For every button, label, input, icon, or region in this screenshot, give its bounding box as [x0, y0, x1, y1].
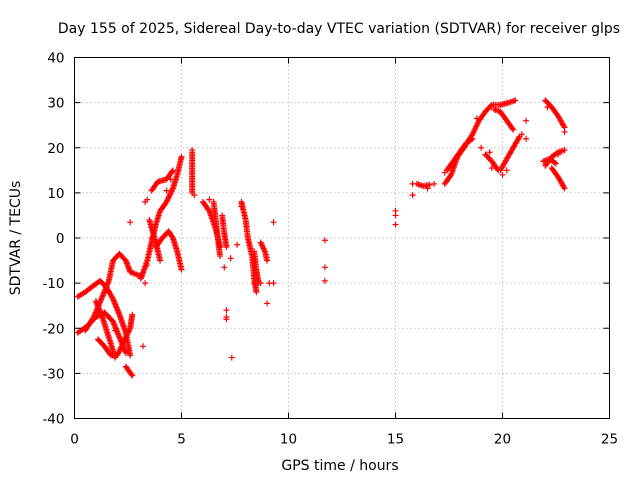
data-point-isolated	[221, 264, 228, 271]
data-point-isolated	[321, 277, 328, 284]
data-point-isolated	[523, 117, 530, 124]
data-point-isolated	[478, 144, 485, 151]
data-points	[74, 97, 568, 379]
data-point-isolated	[270, 219, 277, 226]
data-point-isolated	[191, 192, 198, 199]
data-point-isolated	[561, 128, 568, 135]
data-point-isolated	[112, 327, 119, 334]
data-point-s16	[253, 289, 260, 296]
data-point-s18	[264, 257, 271, 264]
data-point-s28	[561, 185, 568, 192]
x-tick-label: 20	[494, 432, 511, 448]
data-point-isolated	[409, 192, 416, 199]
data-point-isolated	[163, 187, 170, 194]
y-tick-labels: -40 -30 -20 -10 0 10 20 30 40	[42, 51, 64, 428]
data-point-isolated	[257, 280, 264, 287]
data-point-isolated	[264, 300, 271, 307]
x-tick-label: 5	[177, 432, 186, 448]
data-point-isolated	[189, 147, 196, 154]
data-point-isolated	[488, 165, 495, 172]
data-point-s27	[561, 147, 568, 154]
data-point-isolated	[486, 149, 493, 156]
data-point-isolated	[499, 171, 506, 178]
data-point-s15	[223, 244, 230, 251]
data-point-isolated	[223, 307, 230, 314]
data-point-isolated	[503, 167, 510, 174]
data-point-s24	[509, 125, 516, 132]
data-point-isolated	[99, 341, 106, 348]
y-tick-label: -10	[42, 276, 64, 292]
data-point-s10	[169, 167, 176, 174]
data-point-isolated	[95, 336, 102, 343]
data-point-s26	[551, 159, 558, 166]
data-point-isolated	[127, 219, 134, 226]
x-tick-label: 15	[387, 432, 404, 448]
y-tick-label: 30	[47, 96, 64, 112]
data-point-s20	[512, 97, 519, 104]
data-point-s6	[129, 372, 136, 379]
data-point-isolated	[206, 196, 213, 203]
data-point-isolated	[223, 316, 230, 323]
data-point-s6	[128, 371, 135, 378]
data-point-isolated	[523, 135, 530, 142]
data-point-isolated	[148, 235, 155, 241]
data-point-s11	[178, 266, 185, 273]
y-tick-label: -30	[42, 366, 64, 382]
data-point-s2	[127, 352, 134, 359]
x-tick-labels: 0 5 10 15 20 25	[70, 432, 618, 448]
data-point-isolated	[392, 212, 399, 219]
data-point-isolated	[251, 280, 258, 287]
data-point-isolated	[234, 241, 241, 248]
data-point-s10	[169, 168, 176, 175]
data-point-isolated	[227, 255, 234, 262]
data-point-isolated	[424, 185, 431, 192]
data-point-s21	[469, 135, 476, 142]
data-point-isolated	[144, 196, 151, 203]
data-point-isolated	[139, 343, 146, 350]
data-point-s5	[129, 311, 136, 318]
chart-title: Day 155 of 2025, Sidereal Day-to-day VTE…	[58, 21, 620, 37]
data-point-isolated	[544, 104, 551, 111]
data-point-isolated	[555, 151, 562, 158]
data-point-isolated	[144, 262, 151, 269]
x-tick-label: 10	[280, 432, 297, 448]
data-point-s11	[169, 233, 176, 240]
data-point-isolated	[321, 264, 328, 271]
data-point-isolated	[518, 131, 525, 138]
y-tick-label: 40	[47, 51, 64, 67]
data-point-s14	[217, 253, 224, 260]
x-tick-label: 0	[70, 432, 79, 448]
data-point-isolated	[321, 237, 328, 244]
data-point-isolated	[228, 354, 235, 361]
y-tick-label: 0	[56, 231, 65, 247]
data-point-s24	[510, 126, 517, 133]
data-point-isolated	[142, 280, 149, 287]
data-point-isolated	[392, 221, 399, 228]
data-point-s20	[487, 103, 494, 110]
data-point-s21	[468, 136, 475, 143]
data-point-isolated	[409, 180, 416, 187]
y-axis-label: SDTVAR / TECUs	[8, 181, 24, 296]
data-point-isolated	[441, 169, 448, 176]
x-tick-label: 25	[601, 432, 618, 448]
y-tick-label: 10	[47, 186, 64, 202]
data-point-isolated	[473, 115, 480, 122]
data-point-isolated	[270, 280, 277, 287]
x-axis-label: GPS time / hours	[281, 458, 398, 474]
axis-ticks	[74, 57, 610, 419]
y-tick-label: -40	[42, 412, 64, 428]
data-point-s9	[157, 257, 164, 264]
data-point-s8	[178, 153, 185, 160]
data-point-isolated	[167, 176, 174, 183]
y-tick-label: 20	[47, 141, 64, 157]
data-point-isolated	[238, 203, 245, 210]
data-point-s1	[122, 350, 129, 357]
y-tick-label: -20	[42, 321, 64, 337]
data-point-isolated	[431, 180, 438, 187]
data-point-s19	[426, 181, 433, 188]
data-point-s26	[553, 160, 559, 167]
